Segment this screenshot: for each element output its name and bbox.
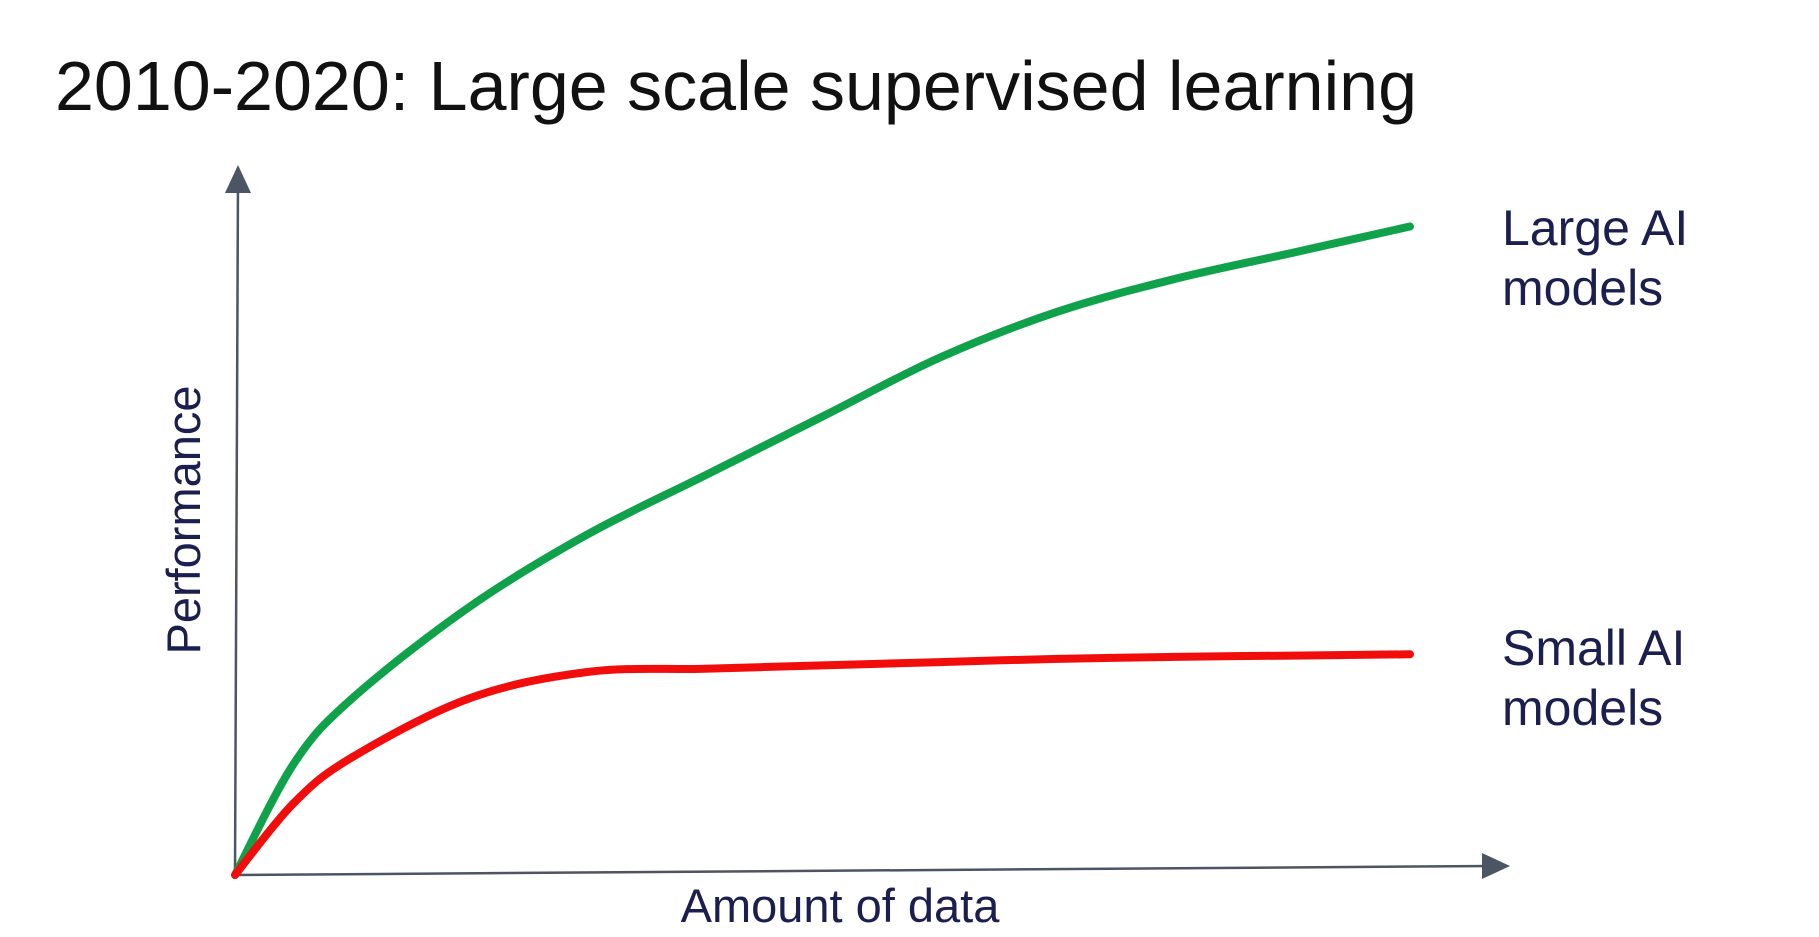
series-line-large-ai-models bbox=[231, 222, 1414, 879]
series-label-small-ai-models-line-2: models bbox=[1502, 680, 1663, 736]
x-axis-label: Amount of data bbox=[681, 879, 1001, 932]
series-label-large-ai-models-line-1: Large AI bbox=[1502, 200, 1688, 256]
series-label-large-ai-models-line-2: models bbox=[1502, 260, 1663, 316]
y-axis-arrow bbox=[225, 165, 251, 193]
axes bbox=[225, 165, 1510, 879]
series-label-small-ai-models-line-1: Small AI bbox=[1502, 620, 1685, 676]
x-axis-arrow bbox=[1482, 853, 1510, 879]
chart-title: 2010-2020: Large scale supervised learni… bbox=[55, 47, 1417, 125]
series-line-small-ai-models bbox=[231, 650, 1414, 879]
y-axis-line bbox=[233, 179, 240, 876]
y-axis-label: Performance bbox=[157, 385, 210, 654]
x-axis-line bbox=[234, 864, 1493, 877]
series-layer bbox=[231, 222, 1414, 879]
